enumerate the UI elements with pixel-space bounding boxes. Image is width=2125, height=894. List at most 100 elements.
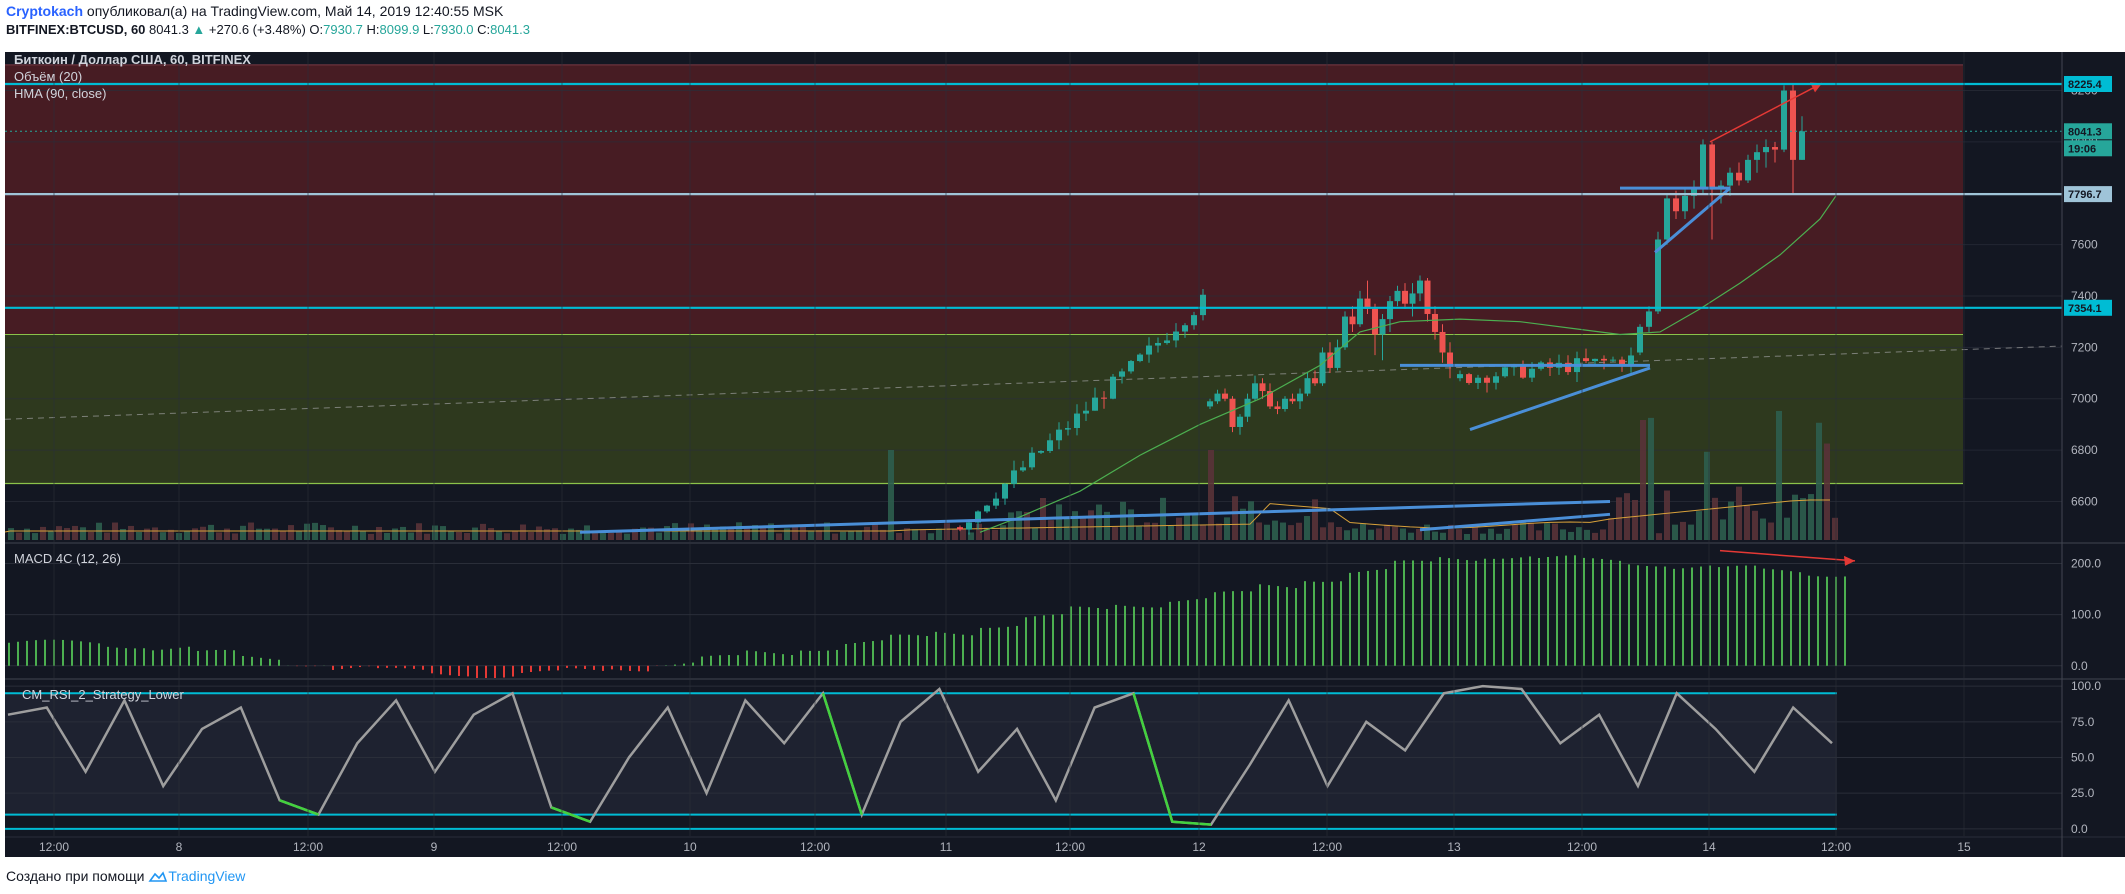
chart-canvas[interactable]: 6600680070007200740076007800800082008225… bbox=[0, 0, 2125, 860]
candle-body bbox=[1502, 367, 1508, 377]
volume-bar bbox=[1056, 504, 1062, 540]
candle-body bbox=[1327, 352, 1333, 368]
macd-bar bbox=[1448, 558, 1450, 666]
volume-bar bbox=[344, 531, 350, 540]
candle-body bbox=[1342, 316, 1348, 348]
volume-bar bbox=[1272, 520, 1278, 540]
candle-body bbox=[1110, 376, 1116, 399]
rsi-pane[interactable]: 0.0 25.0 50.0 75.0 100.0 bbox=[5, 678, 2125, 836]
volume-bar bbox=[24, 528, 30, 540]
macd-bar bbox=[575, 665, 577, 669]
macd-bar bbox=[701, 656, 703, 666]
macd-bar bbox=[638, 665, 640, 672]
volume-bar bbox=[216, 532, 222, 540]
macd-bar bbox=[1565, 555, 1567, 666]
volume-bar bbox=[240, 525, 246, 540]
author-link[interactable]: Cryptokach bbox=[6, 3, 84, 19]
volume-bar bbox=[1440, 532, 1446, 540]
volume-bar bbox=[1824, 443, 1830, 540]
macd-bar bbox=[1277, 586, 1279, 666]
volume-bar bbox=[352, 525, 358, 540]
volume-bar bbox=[1584, 529, 1590, 540]
candle-body bbox=[1466, 374, 1472, 383]
candle-body bbox=[1457, 374, 1463, 379]
macd-bar bbox=[1646, 566, 1648, 666]
tradingview-link[interactable]: TradingView bbox=[168, 868, 246, 884]
macd-bar bbox=[1331, 581, 1333, 666]
candle-body bbox=[1029, 452, 1035, 468]
macd-bar bbox=[1088, 607, 1090, 666]
publish-info: Cryptokach опубликовал(а) на TradingView… bbox=[6, 3, 503, 19]
volume-bar bbox=[1144, 522, 1150, 540]
candle-body bbox=[1357, 298, 1363, 325]
time-tick-label: 11 bbox=[940, 840, 953, 854]
macd-bar bbox=[1466, 560, 1468, 666]
volume-bar bbox=[952, 529, 958, 540]
volume-bar bbox=[632, 528, 638, 540]
volume-bar bbox=[432, 525, 438, 540]
open-label: O: bbox=[309, 22, 324, 37]
macd-pane[interactable]: 0.0 100.0 200.0 bbox=[5, 542, 2125, 680]
volume-bar bbox=[576, 529, 582, 540]
macd-bar bbox=[1025, 617, 1027, 666]
candle-body bbox=[1229, 398, 1236, 427]
price-tick-label: 6600 bbox=[2071, 494, 2098, 508]
price-pane[interactable]: 6600680070007200740076007800800082008225… bbox=[4, 64, 2112, 540]
candle-body bbox=[1259, 383, 1266, 392]
rsi-title: CM_RSI_2_Strategy_Lower bbox=[22, 687, 185, 702]
volume-bar bbox=[696, 528, 702, 540]
candle-body bbox=[1700, 144, 1706, 189]
macd-tick-label: 200.0 bbox=[2071, 556, 2101, 570]
volume-bar bbox=[1752, 510, 1758, 540]
candle-body bbox=[1207, 401, 1213, 407]
macd-bar bbox=[1106, 608, 1108, 666]
candle-body bbox=[1267, 391, 1273, 407]
volume-bar bbox=[944, 523, 950, 540]
volume-bar bbox=[1120, 501, 1126, 540]
volume-bar bbox=[1704, 451, 1710, 540]
macd-bar bbox=[1655, 566, 1657, 666]
macd-bar bbox=[809, 650, 811, 666]
volume-bar bbox=[1736, 486, 1742, 540]
volume-bar bbox=[976, 523, 982, 540]
macd-bar bbox=[980, 627, 982, 666]
volume-bar bbox=[1472, 525, 1478, 540]
macd-bar bbox=[1511, 558, 1513, 666]
macd-bar bbox=[1403, 560, 1405, 666]
candle-body bbox=[1387, 301, 1393, 320]
candle-body bbox=[1727, 172, 1733, 186]
volume-bar bbox=[1376, 528, 1382, 540]
macd-bar bbox=[557, 665, 559, 671]
candle-body bbox=[1334, 347, 1341, 368]
macd-bar bbox=[602, 665, 604, 671]
volume-bar bbox=[88, 531, 94, 540]
time-tick-label: 12:00 bbox=[547, 840, 577, 854]
price-label-text: 19:06 bbox=[2068, 143, 2096, 155]
volume-bar bbox=[1368, 529, 1374, 540]
macd-bar bbox=[1250, 591, 1252, 666]
volume-bar bbox=[1168, 525, 1174, 540]
volume-bar bbox=[160, 532, 166, 540]
candle-body bbox=[1182, 325, 1188, 332]
price-label-box bbox=[2064, 186, 2112, 203]
volume-bar bbox=[1816, 422, 1822, 540]
candle-body bbox=[1252, 383, 1258, 399]
volume-bar bbox=[1208, 450, 1214, 540]
macd-bar bbox=[1070, 606, 1072, 666]
candle-body bbox=[1592, 358, 1598, 362]
time-axis[interactable]: 12:00 8 12:00 9 12:00 10 12:00 11 12:00 12 12:00 13… bbox=[5, 52, 2125, 857]
candle-body bbox=[957, 527, 963, 530]
candle-body bbox=[1020, 467, 1026, 471]
macd-bar bbox=[818, 650, 820, 666]
volume-bar bbox=[1360, 523, 1366, 540]
zone-green bbox=[5, 334, 1963, 484]
macd-bar bbox=[332, 665, 334, 670]
volume-bar bbox=[728, 528, 734, 540]
candle-body bbox=[1439, 331, 1446, 353]
macd-bar bbox=[1196, 599, 1198, 666]
volume-bar bbox=[1784, 517, 1790, 540]
volume-bar bbox=[1488, 528, 1494, 540]
volume-bar bbox=[192, 528, 198, 540]
macd-bar bbox=[440, 665, 442, 675]
macd-bar bbox=[1214, 592, 1216, 666]
